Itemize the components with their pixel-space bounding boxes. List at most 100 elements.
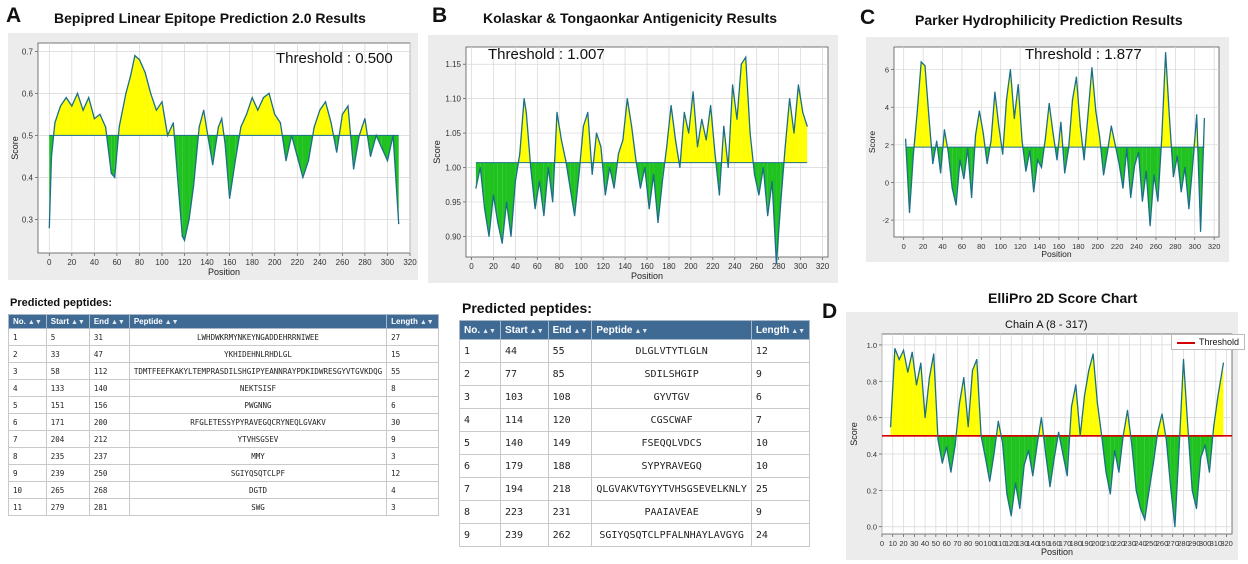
data-point (1165, 438, 1167, 441)
area-above-threshold (907, 352, 913, 436)
column-header-no[interactable]: No. ▲▼ (459, 320, 501, 340)
threshold-label-c: Threshold : 1.877 (1025, 46, 1142, 63)
column-header-start[interactable]: Start ▲▼ (499, 320, 549, 340)
cell-length: 6 (386, 396, 439, 414)
data-point (920, 61, 922, 63)
data-point (347, 105, 349, 107)
data-point (1178, 446, 1180, 448)
x-tick-label: 120 (1005, 539, 1018, 548)
data-point (479, 166, 481, 169)
data-point (937, 438, 939, 441)
table-row: 6 179 188 SYPYRAVEGQ 10 (459, 454, 811, 478)
y-tick-label: 0.8 (867, 377, 877, 386)
cell-start: 235 (45, 447, 90, 465)
column-header-length[interactable]: Length ▲▼ (386, 314, 439, 329)
data-point (203, 109, 205, 111)
column-header-peptide[interactable]: Peptide ▲▼ (591, 320, 752, 340)
data-point (1144, 518, 1146, 521)
sort-icon[interactable]: ▲▼ (27, 319, 42, 326)
sort-icon[interactable]: ▲▼ (110, 319, 125, 326)
table-row: 10 265 268 DGTD 4 (8, 481, 439, 499)
area-above-threshold (257, 97, 264, 136)
data-point (894, 347, 896, 350)
column-header-end[interactable]: End ▲▼ (88, 314, 130, 329)
data-point (497, 221, 499, 224)
chart-a-panel: 0 20 40 60 80 100 120 140 160 180 200 220 240 260 280 3… (8, 33, 418, 280)
data-point (1157, 431, 1159, 433)
chart-d: 0 10 20 30 40 50 60 70 80 90 100110120130140150160… (849, 333, 1233, 557)
data-point (775, 263, 778, 265)
column-header-end[interactable]: End ▲▼ (547, 320, 593, 340)
y-tick-label: 1.05 (445, 129, 461, 138)
x-tick-label: 40 (511, 262, 520, 271)
x-tick-label: 120 (1014, 242, 1027, 251)
data-point (1036, 444, 1038, 446)
table-row: 9 239 250 SGIYQSQTCLPF 12 (8, 464, 439, 482)
cell-no: 1 (8, 328, 47, 346)
data-point (802, 111, 804, 114)
data-point (1056, 159, 1058, 161)
data-point (341, 113, 343, 115)
data-point (251, 97, 253, 99)
peptides-b-label: Predicted peptides: (462, 300, 592, 316)
data-point (1157, 200, 1159, 202)
data-point (217, 126, 219, 128)
data-point (1188, 208, 1190, 210)
data-point (1191, 489, 1193, 491)
column-header-length[interactable]: Length ▲▼ (750, 320, 811, 340)
cell-no: 11 (8, 498, 47, 516)
y-tick-label: 1.0 (867, 341, 877, 350)
data-point (622, 139, 624, 141)
data-point (1106, 151, 1109, 153)
data-point (784, 146, 786, 148)
data-point (1075, 384, 1077, 386)
x-tick-label: 140 (618, 262, 632, 271)
sort-icon[interactable]: ▲▼ (791, 327, 806, 335)
column-header-start[interactable]: Start ▲▼ (45, 314, 90, 329)
data-point (257, 109, 259, 111)
sort-icon[interactable]: ▲▼ (419, 319, 434, 326)
data-point (1172, 176, 1175, 178)
sort-icon[interactable]: ▲▼ (634, 327, 649, 335)
y-tick-label: 0.2 (867, 486, 877, 495)
area-above-threshold (688, 91, 694, 163)
sort-icon[interactable]: ▲▼ (164, 319, 179, 326)
sort-icon[interactable]: ▲▼ (529, 327, 544, 335)
area-below-threshold (1157, 147, 1162, 202)
x-tick-label: 220 (1113, 539, 1126, 548)
sort-icon[interactable]: ▲▼ (573, 327, 588, 335)
data-point (330, 122, 332, 124)
cell-peptide: SGIYQSQTCLPF (128, 464, 388, 482)
data-point (936, 140, 938, 142)
panel-letter-a: A (6, 4, 22, 27)
cell-length: 30 (386, 413, 439, 431)
data-point (59, 105, 62, 107)
column-header-peptide[interactable]: Peptide ▲▼ (128, 314, 388, 329)
data-point (1095, 110, 1097, 112)
x-axis-label: Position (1041, 249, 1072, 259)
data-point (76, 92, 79, 94)
x-tick-label: 140 (200, 258, 214, 267)
sort-icon[interactable]: ▲▼ (70, 319, 85, 326)
column-header-no[interactable]: No. ▲▼ (8, 314, 47, 329)
cell-start: 58 (45, 362, 90, 380)
data-point (1009, 68, 1012, 71)
cell-length: 10 (750, 454, 811, 478)
cell-peptide: TDMTFEEFKAKYLTEMPRASDILSHGIPYEANNRAYPDKI… (128, 362, 388, 380)
area-below-threshold (502, 162, 507, 244)
cell-start: 140 (499, 431, 549, 455)
x-tick-label: 50 (932, 539, 940, 548)
x-tick-label: 20 (899, 539, 907, 548)
cell-no: 2 (8, 345, 47, 363)
x-tick-label: 100 (155, 258, 169, 267)
cell-peptide: NEKTSISF (128, 379, 388, 397)
area-below-threshold (1015, 435, 1020, 509)
area-below-threshold (1006, 435, 1012, 516)
y-tick-label: 0.95 (445, 198, 461, 207)
data-point (657, 221, 659, 224)
data-point (1083, 159, 1085, 161)
sort-icon[interactable]: ▲▼ (482, 327, 496, 335)
cell-no: 6 (459, 454, 501, 478)
data-point (990, 140, 992, 142)
chart-d-panel: 0 10 20 30 40 50 60 70 80 90 100 110 120 130 140 150 160… (846, 312, 1238, 560)
